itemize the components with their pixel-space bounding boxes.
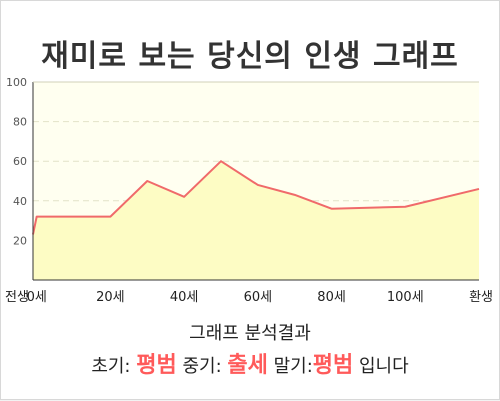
early-label: 초기: bbox=[91, 356, 131, 377]
y-tick-label: 20 bbox=[13, 234, 27, 247]
late-label: 말기: bbox=[273, 356, 313, 377]
x-tick-label: 100세 bbox=[387, 290, 424, 305]
y-tick-labels: 20 40 60 80 100 bbox=[6, 76, 27, 247]
early-value: 평범 bbox=[136, 353, 177, 378]
mid-label: 중기: bbox=[182, 356, 222, 377]
chart-axes bbox=[32, 81, 479, 281]
x-tick-label: 0세 bbox=[27, 290, 47, 305]
x-tick-label: 20세 bbox=[96, 290, 125, 305]
life-area-fill bbox=[33, 161, 479, 280]
life-line bbox=[32, 160, 480, 235]
x-tick-label: 80세 bbox=[317, 290, 346, 305]
x-tick-label: 60세 bbox=[244, 290, 273, 305]
mid-value: 출세 bbox=[227, 353, 268, 378]
y-tick-label: 60 bbox=[13, 155, 27, 168]
y-tick-label: 100 bbox=[6, 76, 27, 89]
y-tick-label: 80 bbox=[13, 116, 27, 129]
suffix-text: 입니다 bbox=[359, 356, 409, 377]
page-title: 재미로 보는 당신의 인생 그래프 bbox=[41, 39, 459, 74]
analysis-result: 초기: 평범 중기: 출세 말기:평범 입니다 bbox=[1, 347, 499, 379]
y-tick-label: 40 bbox=[13, 195, 27, 208]
analysis-heading: 그래프 분석결과 bbox=[189, 323, 311, 344]
x-tick-label: 전생 bbox=[5, 290, 29, 305]
x-tick-label: 환생 bbox=[469, 290, 493, 305]
late-value: 평범 bbox=[312, 353, 354, 378]
x-tick-label: 40세 bbox=[170, 290, 199, 305]
